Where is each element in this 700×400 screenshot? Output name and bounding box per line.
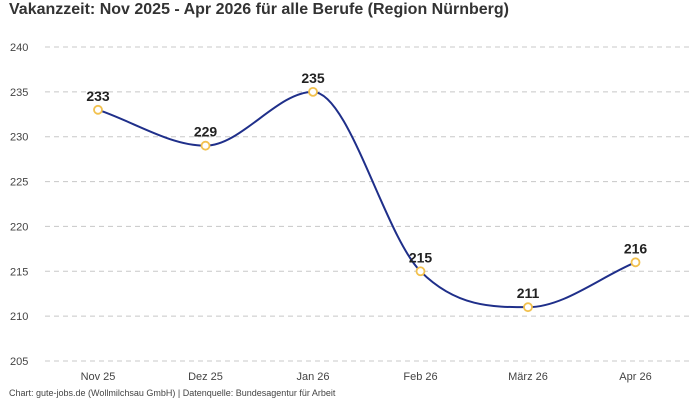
data-label-2: 229 (194, 124, 218, 140)
data-label-5: 211 (517, 285, 540, 301)
data-point-2 (200, 140, 211, 151)
x-tick-label-3: Jan 26 (296, 371, 329, 383)
data-label-4: 215 (409, 249, 433, 265)
y-tick-label-230: 230 (10, 132, 28, 144)
y-tick-label-240: 240 (10, 42, 28, 54)
data-point-5 (523, 302, 533, 313)
x-tick-label-6: Apr 26 (619, 371, 651, 383)
data-label-1: 233 (86, 88, 110, 104)
data-point-1 (93, 104, 103, 115)
x-tick-label-1: Nov 25 (81, 371, 116, 383)
y-tick-label-235: 235 (10, 87, 28, 99)
x-tick-label-5: März 26 (508, 371, 548, 383)
y-tick-label-205: 205 (10, 356, 28, 368)
chart-source-footer: Chart: gute-jobs.de (Wollmilchsau GmbH) … (9, 388, 336, 398)
x-tick-label-4: Feb 26 (403, 371, 437, 383)
x-tick-label-2: Dez 25 (188, 371, 223, 383)
data-label-6: 216 (624, 240, 648, 256)
data-point-6 (630, 257, 641, 268)
y-tick-label-220: 220 (10, 221, 28, 233)
data-point-3 (308, 86, 318, 97)
data-label-3: 235 (301, 70, 325, 86)
y-tick-label-225: 225 (10, 177, 28, 189)
chart-title: Vakanzzeit: Nov 2025 - Apr 2026 für alle… (9, 1, 509, 18)
data-point-4 (415, 266, 426, 277)
y-tick-label-210: 210 (10, 311, 28, 323)
series-line (97, 90, 636, 309)
y-tick-label-215: 215 (10, 266, 28, 278)
